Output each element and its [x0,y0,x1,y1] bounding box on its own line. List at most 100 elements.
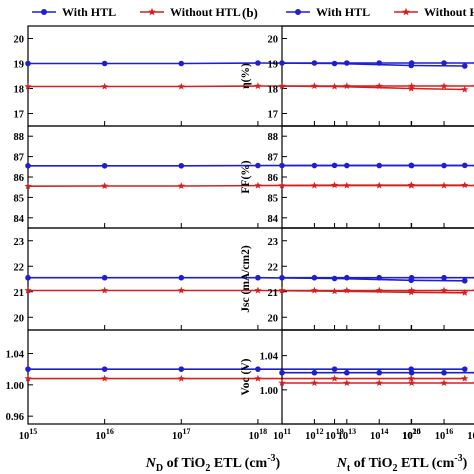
x-tick-label: 1017 [172,427,191,442]
x-tick-label: 1020 [402,427,421,442]
data-point-with-htl [178,366,185,372]
y-tick-label: 19 [268,60,279,71]
data-point-with-htl [441,162,447,169]
legend-marker-with-htl [41,9,47,15]
x-tick-label: 1015 [402,427,421,442]
y-axis-label: FF(%) [240,160,252,193]
data-point-without-htl [408,379,416,387]
data-point-without-htl [24,82,32,90]
legend-label-with-htl: With HTL [316,5,370,19]
y-tick-label: 20 [268,313,279,324]
data-point-with-htl [441,60,447,66]
data-point-without-htl [278,181,286,189]
x-tick-label: 1019 [325,427,344,442]
y-axis-label: η(%) [240,63,252,89]
y-tick-label: 23 [268,237,279,248]
data-point-without-htl [408,181,416,189]
data-point-with-htl [408,60,415,66]
data-point-with-htl [101,274,108,281]
data-point-with-htl [178,60,185,67]
legend-label-without-htl: Without HTL [424,5,474,19]
data-point-without-htl [440,286,448,294]
data-point-without-htl [177,374,185,382]
y-tick-label: 17 [268,110,279,121]
data-point-without-htl [461,85,469,93]
data-point-without-htl [254,181,262,189]
data-point-with-htl [344,274,350,281]
subplot-2: 84 85 86 87 88 FF(%) [240,125,474,229]
data-point-without-htl [330,374,339,382]
data-point-with-htl [461,366,468,372]
data-point-with-htl [101,366,108,372]
data-point-without-htl [310,82,319,90]
data-point-with-htl [279,162,285,169]
data-point-with-htl [344,162,350,169]
x-tick-label: 1011 [273,427,291,442]
data-point-with-htl [311,369,318,376]
y-tick-label: 18 [14,85,25,96]
data-point-with-htl [178,274,185,281]
y-tick-label: 0.96 [6,412,24,423]
y-tick-label: 22 [268,262,279,273]
data-point-without-htl [278,82,286,90]
data-point-without-htl [310,379,319,387]
data-point-with-htl [461,277,468,284]
data-point-without-htl [461,288,469,296]
subplot-4: 0.96 1.00 1.04 [6,329,474,425]
data-point-with-htl [344,60,350,66]
y-tick-label: 86 [14,173,25,184]
y-tick-label: 1.04 [6,350,25,361]
data-point-with-htl [376,60,383,66]
data-point-without-htl [24,374,32,382]
data-point-with-htl [344,369,350,376]
data-point-with-htl [178,162,185,169]
x-tick-label: 1013 [338,427,357,442]
y-tick-label: 85 [14,193,25,204]
y-tick-label: 1.00 [6,381,24,392]
data-point-with-htl [376,369,383,376]
data-point-without-htl [254,286,262,294]
y-tick-label: 18 [268,85,279,96]
y-tick-label: 88 [268,132,279,143]
y-tick-label: 87 [14,153,25,164]
legend-marker-without-htl [148,7,156,16]
x-tick-label: 1015 [19,427,38,442]
x-tick-label: 1018 [249,427,268,442]
data-point-with-htl [311,274,318,281]
data-point-without-htl [101,182,109,190]
data-point-without-htl [177,82,185,90]
data-point-without-htl [254,374,262,382]
data-point-with-htl [255,274,261,281]
data-point-with-htl [441,369,447,376]
subplot-frame [281,25,474,127]
data-point-with-htl [25,162,31,169]
data-point-without-htl [101,374,109,382]
data-point-with-htl [441,274,447,281]
legend: With HTL Without HTL [32,5,241,19]
data-point-without-htl [461,181,469,189]
subplot-4: 1.00 1.04 Voc (V) [240,329,474,425]
y-tick-label: 17 [14,110,25,121]
data-point-without-htl [343,379,351,387]
panel-b: With HTL Without HTL (b) 17 18 19 20 η(%) 84 85 86… [240,5,474,474]
y-tick-label: 22 [14,262,25,273]
data-point-with-htl [279,369,285,376]
data-point-without-htl [101,82,109,90]
data-point-without-htl [310,181,319,189]
data-point-with-htl [408,274,415,281]
data-point-without-htl [24,182,32,190]
data-point-with-htl [279,274,285,281]
data-point-with-htl [255,60,261,66]
y-tick-label: 20 [14,313,25,324]
data-point-with-htl [101,162,108,169]
data-point-with-htl [376,162,383,169]
panel-letter: (b) [242,5,258,20]
data-point-without-htl [278,379,286,387]
data-point-without-htl [375,82,383,90]
data-point-with-htl [255,162,261,169]
data-point-with-htl [331,366,338,372]
data-point-with-htl [255,366,261,372]
data-point-without-htl [407,374,415,382]
subplot-3: 20 21 22 23 Jsc (mA/cm2) [240,227,474,331]
y-tick-label: 86 [268,173,279,184]
